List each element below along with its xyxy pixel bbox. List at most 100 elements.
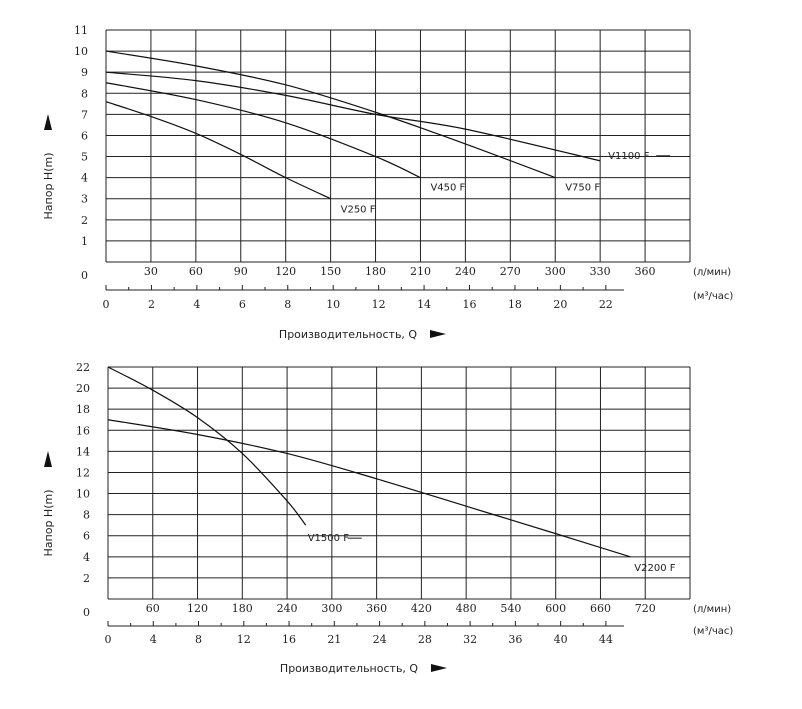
x-tick-label-m3h: 14 (417, 298, 431, 311)
series-label: V1500 F (308, 533, 349, 544)
x-tick-label-m3h: 6 (239, 298, 246, 311)
series-line-v1100-f (105, 71, 601, 162)
y-tick-label: 9 (81, 66, 88, 79)
series-line-v450-f (105, 82, 421, 179)
x-tick-label-m3h: 40 (554, 633, 568, 646)
x-tick-label-lmin: 90 (234, 265, 248, 278)
series-label: V250 F (341, 205, 376, 216)
x-tick-label-m3h: 21 (327, 633, 341, 646)
x-tick-label-lmin: 60 (146, 602, 160, 615)
x-tick-label-m3h: 4 (193, 298, 200, 311)
y-axis-title: Напор H(m) (42, 153, 55, 220)
x-tick-label-m3h: 32 (463, 633, 477, 646)
x-tick-label-lmin: 720 (635, 602, 656, 615)
grid (105, 29, 691, 263)
x-tick-label-lmin: 480 (456, 602, 477, 615)
x-tick-label-lmin: 420 (411, 602, 432, 615)
x-tick-label-m3h: 28 (418, 633, 432, 646)
x-tick-label-lmin: 540 (500, 602, 521, 615)
series-line-v1500-f (107, 366, 307, 526)
y-tick-label: 6 (81, 129, 88, 142)
x-tick-label-m3h: 8 (284, 298, 291, 311)
series-label: V750 F (565, 183, 600, 194)
x-tick-label-m3h: 8 (195, 633, 202, 646)
x-tick-label-lmin: 240 (277, 602, 298, 615)
y-tick-label: 2 (81, 214, 88, 227)
x-tick-label-lmin: 180 (365, 265, 386, 278)
x-axis-title: Производительность, Q (279, 328, 417, 341)
y-tick-label: 20 (76, 382, 90, 395)
x-unit-lmin: (л/мин) (693, 604, 731, 615)
x-tick-label-lmin: 270 (500, 265, 521, 278)
y-tick-label: 4 (83, 551, 90, 564)
y-tick-label: 5 (81, 151, 88, 164)
x-tick-label-m3h: 0 (103, 298, 110, 311)
x-tick-label-m3h: 36 (508, 633, 522, 646)
y-tick-label: 10 (74, 45, 88, 58)
y-tick-label: 1 (81, 235, 88, 248)
x-tick-label-lmin: 330 (590, 265, 611, 278)
x-tick-label-lmin: 660 (590, 602, 611, 615)
x-unit-m3h: (м³/час) (693, 626, 733, 637)
m3h-axis (107, 621, 624, 627)
series-label: V1100 F (608, 151, 649, 162)
x-tick-label-m3h: 16 (463, 298, 477, 311)
x-unit-m3h: (м³/час) (693, 291, 733, 302)
x-unit-lmin: (л/мин) (693, 267, 731, 278)
x-tick-label-lmin: 210 (410, 265, 431, 278)
x-tick-label-m3h: 2 (148, 298, 155, 311)
y-tick-label: 0 (83, 606, 90, 619)
x-axis-arrow-icon (431, 664, 447, 672)
x-tick-label-lmin: 30 (144, 265, 158, 278)
x-tick-label-m3h: 18 (508, 298, 522, 311)
y-tick-label: 3 (81, 193, 88, 206)
x-tick-label-m3h: 12 (372, 298, 386, 311)
x-tick-label-m3h: 20 (553, 298, 567, 311)
x-tick-label-lmin: 120 (275, 265, 296, 278)
y-axis-arrow-icon (44, 451, 52, 467)
y-tick-label: 6 (83, 530, 90, 543)
y-tick-label: 0 (81, 269, 88, 282)
x-tick-label-lmin: 300 (321, 602, 342, 615)
y-tick-label: 16 (76, 424, 90, 437)
series-line-v250-f (105, 101, 331, 200)
x-tick-label-m3h: 16 (282, 633, 296, 646)
x-axis-arrow-icon (430, 330, 446, 338)
y-axis-arrow-icon (44, 114, 52, 130)
x-tick-label-m3h: 4 (150, 633, 157, 646)
y-tick-label: 22 (76, 361, 90, 374)
y-tick-label: 10 (76, 488, 90, 501)
y-tick-label: 14 (76, 445, 90, 458)
x-tick-label-lmin: 120 (187, 602, 208, 615)
x-tick-label-m3h: 0 (105, 633, 112, 646)
x-tick-label-m3h: 12 (237, 633, 251, 646)
y-tick-label: 8 (83, 509, 90, 522)
x-tick-label-m3h: 44 (599, 633, 613, 646)
x-tick-label-m3h: 22 (599, 298, 613, 311)
x-tick-label-lmin: 60 (189, 265, 203, 278)
y-tick-label: 4 (81, 172, 88, 185)
x-axis-title: Производительность, Q (280, 662, 418, 675)
x-tick-label-lmin: 300 (545, 265, 566, 278)
series-line-v750-f (105, 50, 556, 179)
y-axis-title: Напор H(m) (42, 490, 55, 557)
x-tick-label-lmin: 360 (366, 602, 387, 615)
x-tick-label-lmin: 360 (635, 265, 656, 278)
series-label: V450 F (430, 183, 465, 194)
y-tick-label: 12 (76, 466, 90, 479)
x-tick-label-lmin: 150 (320, 265, 341, 278)
x-tick-label-m3h: 10 (326, 298, 340, 311)
y-tick-label: 8 (81, 87, 88, 100)
y-tick-label: 18 (76, 403, 90, 416)
m3h-axis (105, 285, 624, 291)
series-label: V2200 F (634, 563, 675, 574)
y-tick-label: 2 (83, 572, 90, 585)
grid (107, 366, 691, 600)
x-tick-label-lmin: 600 (545, 602, 566, 615)
y-tick-label: 11 (74, 24, 88, 37)
x-tick-label-m3h: 24 (373, 633, 387, 646)
x-tick-label-lmin: 240 (455, 265, 476, 278)
